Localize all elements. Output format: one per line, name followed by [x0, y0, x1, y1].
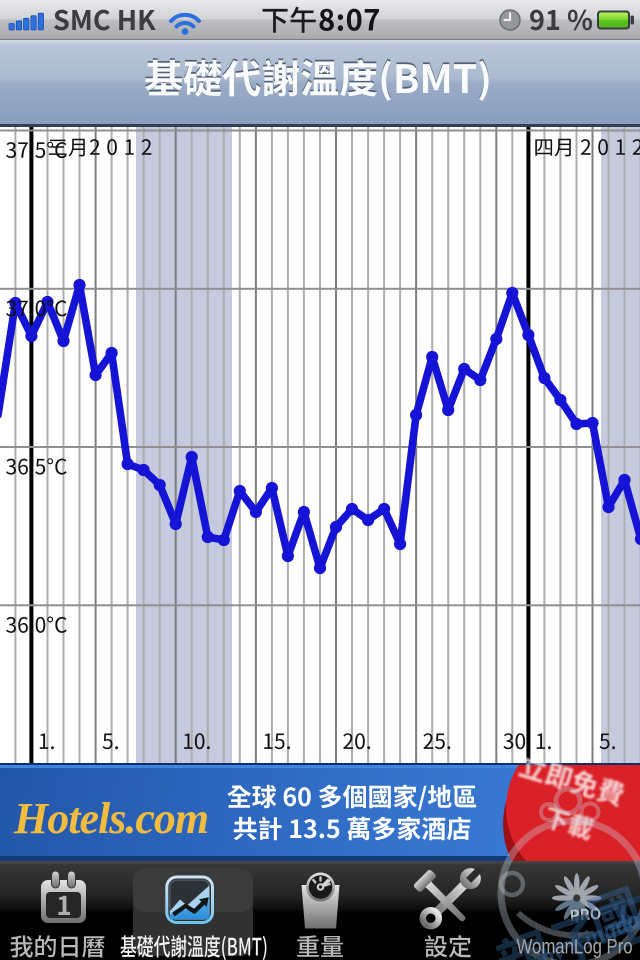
svg-text:WomanLog Pro: WomanLog Pro — [517, 936, 633, 959]
